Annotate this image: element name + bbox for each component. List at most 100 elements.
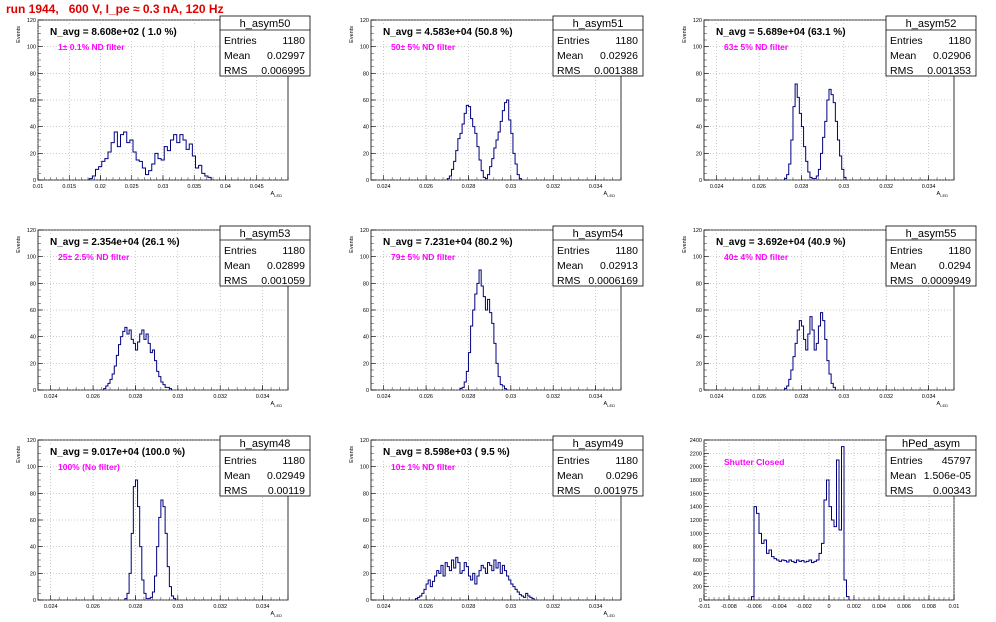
x-tick-label: -0.008: [721, 604, 737, 610]
y-tick-label: 0: [699, 598, 702, 604]
x-tick-label: 0.008: [922, 604, 936, 610]
y-tick-label: 100: [693, 45, 702, 51]
y-axis-label: Events: [16, 446, 22, 463]
panel-h_asym55: 0 20 40 60 80 100 120 0.024 0.026 0.028 0.03 0.032 0…: [682, 225, 977, 408]
histogram-series: [446, 99, 522, 180]
x-tick-label: 0.03: [838, 184, 849, 190]
histogram-series: [784, 83, 847, 180]
y-tick-label: 120: [693, 18, 702, 24]
stats-value: 0.001388: [594, 65, 638, 77]
y-tick-label: 20: [30, 361, 36, 367]
y-tick-label: 0: [33, 178, 36, 184]
x-tick-label: 0.034: [256, 394, 270, 400]
histogram-series: [124, 479, 177, 600]
filter-annotation: 10± 1% ND filter: [391, 462, 456, 472]
stats-value: 0.00119: [268, 485, 305, 497]
x-tick-label: 0.03: [172, 394, 183, 400]
histogram-series: [784, 312, 836, 390]
x-tick-label: 0.026: [752, 394, 766, 400]
stats-value: 45797: [942, 455, 971, 467]
stats-value: 0.0009949: [921, 275, 971, 287]
stats-box: [885, 225, 977, 287]
x-axis-label: ALED: [271, 191, 283, 198]
x-tick-label: 0.028: [795, 394, 809, 400]
x-tick-label: 0.006: [897, 604, 911, 610]
x-tick-label: 0.034: [922, 184, 936, 190]
x-axis-label: ALED: [604, 611, 616, 618]
y-tick-label: 20: [363, 571, 369, 577]
stats-name: h_asym48: [240, 438, 291, 450]
stats-value: 1180: [948, 35, 971, 47]
stats-label: RMS: [557, 485, 580, 497]
y-tick-label: 100: [360, 45, 369, 51]
x-tick-label: 0.026: [752, 184, 766, 190]
y-tick-label: 1000: [690, 531, 702, 537]
plot-frame: [370, 439, 622, 601]
stats-value: 1.506e-05: [924, 470, 971, 482]
stats-label: Mean: [890, 470, 916, 482]
x-tick-label: 0.034: [256, 604, 270, 610]
x-tick-label: 0.032: [546, 394, 560, 400]
y-tick-label: 60: [696, 98, 702, 104]
panel-h_asym54: 0 20 40 60 80 100 120 0.024 0.026 0.028 0.03 0.032 0…: [349, 225, 644, 408]
x-tick-label: 0.024: [44, 394, 58, 400]
y-tick-label: 20: [696, 361, 702, 367]
x-tick-label: 0.025: [125, 184, 139, 190]
y-tick-label: 100: [360, 255, 369, 261]
stats-name: h_asym49: [573, 438, 624, 450]
y-tick-label: 20: [30, 151, 36, 157]
y-tick-label: 100: [27, 255, 36, 261]
pad-title: N_avg = 2.354e+04 (26.1 %): [50, 237, 180, 248]
x-tick-label: 0.034: [589, 184, 603, 190]
x-tick-label: 0.03: [505, 184, 516, 190]
stats-label: RMS: [224, 65, 247, 77]
x-tick-label: 0.034: [589, 604, 603, 610]
x-axis-label: ALED: [937, 191, 949, 198]
x-tick-label: 0.028: [129, 394, 143, 400]
pad-title: N_avg = 3.692e+04 (40.9 %): [716, 237, 846, 248]
x-tick-label: 0.028: [795, 184, 809, 190]
x-tick-label: 0: [827, 604, 830, 610]
stats-label: Entries: [557, 455, 590, 467]
stats-value: 0.006995: [261, 65, 305, 77]
y-tick-label: 60: [30, 518, 36, 524]
y-tick-label: 40: [30, 545, 36, 551]
y-tick-label: 2000: [690, 465, 702, 471]
stats-label: Mean: [557, 260, 583, 272]
y-tick-label: 100: [360, 465, 369, 471]
y-tick-label: 1800: [690, 478, 702, 484]
stats-label: RMS: [557, 65, 580, 77]
pad-title: N_avg = 4.583e+04 (50.8 %): [383, 27, 513, 38]
stats-value: 1180: [282, 455, 305, 467]
stats-label: Mean: [557, 470, 583, 482]
filter-annotation: 50± 5% ND filter: [391, 42, 456, 52]
title-box: [712, 235, 862, 249]
y-tick-label: 40: [363, 545, 369, 551]
stats-value: 0.001353: [927, 65, 971, 77]
histogram-series: [751, 446, 850, 600]
y-tick-label: 80: [30, 281, 36, 287]
x-axis-label: ALED: [604, 191, 616, 198]
x-tick-label: 0.032: [879, 394, 893, 400]
stats-box: [552, 435, 644, 497]
y-tick-label: 0: [699, 388, 702, 394]
x-tick-label: 0.024: [710, 184, 724, 190]
x-axis-label: ALED: [271, 611, 283, 618]
stats-label: Mean: [557, 50, 583, 62]
stats-value: 1180: [615, 455, 638, 467]
panel-hPed_asym: 0 200 400 600 800 1000 1200 1400 1600 1800 2000 220…: [690, 435, 977, 610]
y-axis-label: Events: [682, 26, 688, 43]
x-tick-label: 0.004: [872, 604, 886, 610]
stats-label: Entries: [224, 245, 257, 257]
x-tick-label: 0.035: [187, 184, 201, 190]
y-tick-label: 80: [363, 281, 369, 287]
y-tick-label: 60: [363, 518, 369, 524]
x-tick-label: 0.026: [86, 604, 100, 610]
y-tick-label: 600: [693, 558, 702, 564]
panel-h_asym48: 0 20 40 60 80 100 120 0.024 0.026 0.028 0.03 0.032 0…: [16, 435, 311, 618]
stats-label: Mean: [224, 470, 250, 482]
stats-name: h_asym55: [906, 228, 957, 240]
pad-title: N_avg = 8.598e+03 ( 9.5 %): [383, 447, 510, 458]
y-tick-label: 200: [693, 585, 702, 591]
stats-name: h_asym52: [906, 18, 957, 30]
